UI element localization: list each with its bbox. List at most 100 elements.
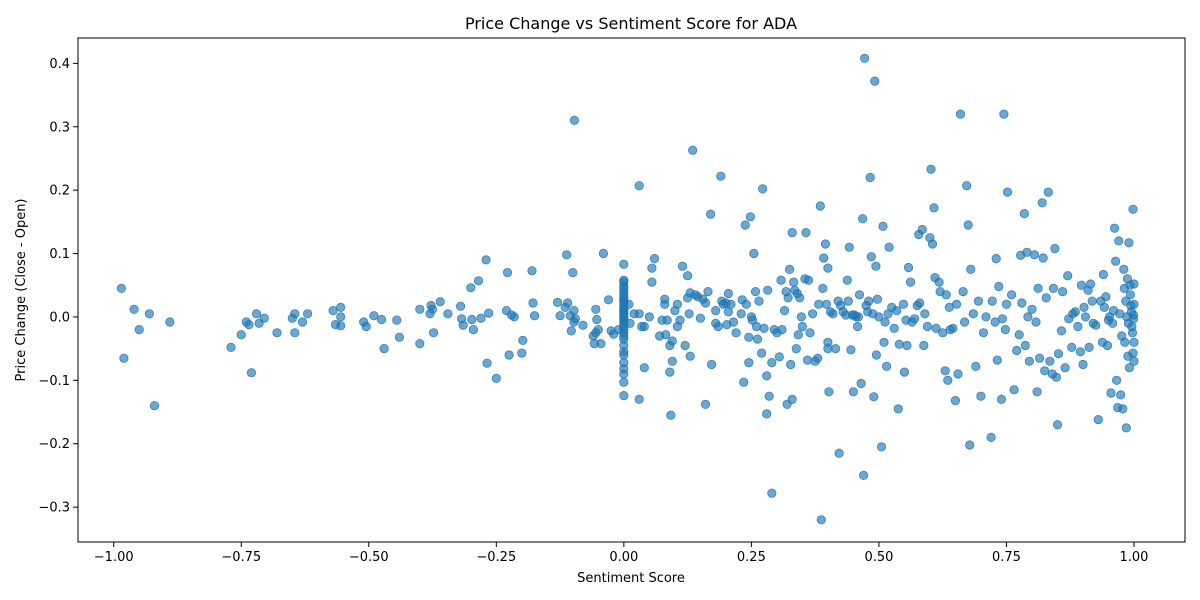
scatter-point [598, 248, 609, 259]
scatter-point [958, 286, 968, 297]
scatter-point [685, 351, 695, 361]
scatter-point [1084, 342, 1094, 352]
scatter-point [981, 312, 991, 322]
y-tick-label: 0.4 [49, 57, 70, 72]
scatter-point [879, 337, 889, 347]
scatter-point [1041, 293, 1051, 303]
scatter-point [723, 288, 734, 299]
scatter-point [680, 340, 690, 351]
scatter-point [144, 309, 154, 319]
scatter-point [951, 299, 962, 309]
scatter-point [1070, 307, 1080, 317]
scatter-point [688, 145, 698, 155]
scatter-point [919, 340, 929, 351]
scatter-point [662, 315, 672, 325]
scatter-point [870, 76, 880, 86]
scatter-point [1032, 387, 1042, 397]
scatter-point [619, 369, 629, 379]
scatter-point [518, 335, 528, 345]
scatter-point [569, 115, 580, 126]
scatter-point [789, 277, 799, 287]
scatter-point [787, 394, 797, 404]
scatter-point [1056, 326, 1067, 336]
scatter-point [379, 343, 389, 354]
scatter-point [639, 321, 649, 332]
scatter-point [757, 184, 768, 194]
scatter-point [876, 442, 887, 452]
scatter-point [634, 309, 644, 319]
x-tick-label: 1.00 [1120, 550, 1149, 565]
scatter-point [415, 338, 425, 349]
scatter-point [703, 286, 713, 297]
scatter-point [962, 181, 972, 191]
scatter-point [848, 387, 859, 397]
scatter-point [966, 264, 976, 274]
scatter-point [934, 277, 944, 287]
scatter-point [756, 348, 767, 358]
scatter-point [968, 309, 978, 319]
scatter-point [759, 323, 769, 333]
scatter-point [820, 239, 831, 249]
scatter-point [1052, 420, 1063, 430]
scatter-point [843, 296, 853, 306]
scatter-point [950, 395, 961, 406]
scatter-point [705, 209, 716, 219]
scatter-point [570, 314, 581, 324]
scatter-point [468, 324, 478, 335]
scatter-point [639, 363, 649, 373]
scatter-point [484, 308, 494, 318]
scatter-point [562, 250, 572, 260]
scatter-point [842, 275, 852, 285]
scatter-point [740, 220, 750, 230]
scatter-point [971, 361, 981, 371]
scatter-point [779, 305, 790, 316]
scatter-point [713, 321, 723, 332]
scatter-point [762, 409, 772, 419]
scatter-point [593, 324, 603, 335]
scatter-point [226, 342, 236, 352]
scatter-point [881, 361, 892, 371]
scatter-point [976, 391, 986, 401]
scatter-point [165, 317, 175, 327]
scatter-point [948, 323, 958, 333]
scatter-point [677, 261, 688, 271]
scatter-point [871, 350, 882, 360]
scatter-point [491, 373, 501, 383]
plot-frame [77, 37, 1186, 543]
scatter-point [1112, 375, 1122, 385]
scatter-point [619, 390, 629, 401]
scatter-point [880, 317, 890, 327]
scatter-point [853, 312, 864, 322]
scatter-point [634, 394, 644, 404]
scatter-point [854, 290, 865, 300]
y-axis-label: Price Change (Close - Open) [14, 199, 29, 382]
scatter-point [129, 304, 139, 314]
scatter-point [552, 297, 563, 307]
scatter-point [878, 221, 888, 231]
scatter-point [749, 248, 759, 259]
scatter-point [844, 242, 854, 252]
scatter-point [509, 312, 519, 322]
scatter-point [1129, 356, 1139, 366]
scatter-point [736, 309, 746, 319]
scatter-point [1111, 256, 1121, 266]
scatter-point [846, 345, 856, 355]
scatter-point [700, 399, 711, 409]
scatter-point [1040, 366, 1050, 376]
scatter-point [596, 338, 606, 349]
scatter-point [872, 294, 883, 304]
scatter-point [1029, 250, 1040, 260]
scatter-point [1075, 347, 1086, 357]
scatter-point [116, 283, 127, 293]
scatter-point [834, 448, 844, 458]
scatter-point [625, 318, 635, 328]
scatter-point [940, 366, 950, 376]
x-tick-label: −0.25 [476, 550, 516, 565]
scatter-point [361, 321, 371, 332]
scatter-point [823, 337, 833, 347]
scatter-point [302, 309, 313, 319]
scatter-point [711, 305, 721, 316]
scatter-point [1031, 317, 1041, 327]
scatter-point [435, 297, 445, 307]
